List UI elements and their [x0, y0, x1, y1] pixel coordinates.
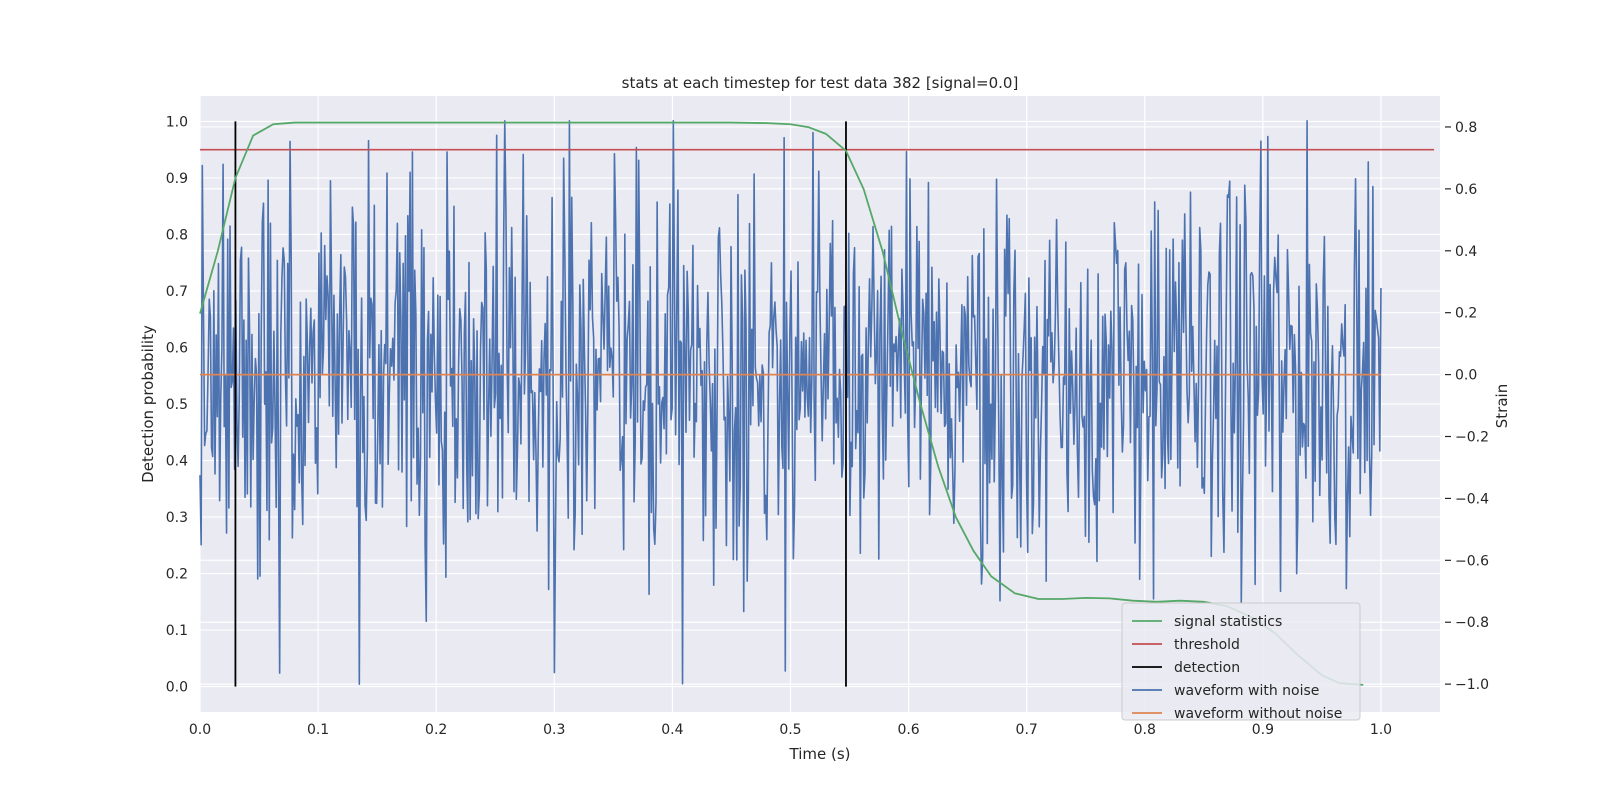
x-tick-label: 1.0	[1370, 722, 1392, 738]
legend-box	[1121, 602, 1361, 721]
y-left-tick-label: 0.3	[166, 510, 188, 526]
y-right-tick-label: 0.2	[1455, 306, 1477, 322]
x-tick-label: 0.7	[1016, 722, 1038, 738]
y-left-tick-label: 1.0	[166, 114, 188, 130]
y-right-tick-label: 0.4	[1455, 244, 1477, 260]
y-axis-left-label: Detection probability	[139, 325, 157, 483]
legend-label: waveform without noise	[1174, 706, 1342, 722]
x-tick-label: 0.6	[897, 722, 919, 738]
x-tick-label: 0.9	[1252, 722, 1274, 738]
legend-label: threshold	[1174, 637, 1240, 653]
y-left-tick-label: 0.8	[166, 227, 188, 243]
y-left-tick-label: 0.0	[166, 680, 188, 696]
x-tick-label: 0.1	[307, 722, 329, 738]
y-right-tick-label: 0.6	[1455, 182, 1477, 198]
x-axis-label: Time (s)	[789, 745, 851, 763]
y-right-tick-label: 0.8	[1455, 120, 1477, 136]
x-tick-label: 0.0	[189, 722, 211, 738]
y-left-tick-label: 0.6	[166, 340, 188, 356]
y-right-tick-label: 0.0	[1455, 368, 1477, 384]
x-tick-label: 0.2	[425, 722, 447, 738]
legend-label: signal statistics	[1174, 614, 1282, 630]
series-line-waveform-with-noise	[199, 119, 1382, 685]
y-left-tick-label: 0.2	[166, 567, 188, 583]
y-right-tick-label: −0.4	[1455, 491, 1489, 507]
x-tick-label: 0.3	[543, 722, 565, 738]
legend-label: detection	[1174, 660, 1240, 676]
y-right-tick-label: −0.8	[1455, 615, 1489, 631]
chart-title: stats at each timestep for test data 382…	[622, 74, 1019, 92]
x-tick-label: 0.4	[661, 722, 683, 738]
y-axis-right-label: Strain	[1493, 384, 1511, 428]
legend: signal statistics threshold detection wavef…	[1121, 602, 1361, 722]
x-tick-label: 0.8	[1134, 722, 1156, 738]
y-left-tick-label: 0.9	[166, 171, 188, 187]
axis-ticks: 0.0 0.1 0.2 0.3 0.4 0.5 0.6 0.7 0.8 0.9 1.0 0.0 0.1 0…	[166, 114, 1489, 738]
y-right-tick-label: −0.6	[1455, 553, 1489, 569]
y-left-tick-label: 0.5	[166, 397, 188, 413]
legend-label: waveform with noise	[1174, 683, 1319, 699]
y-right-tick-label: −1.0	[1455, 677, 1489, 693]
y-right-tick-label: −0.2	[1455, 430, 1489, 446]
y-left-tick-label: 0.1	[166, 623, 188, 639]
y-left-tick-label: 0.4	[166, 454, 188, 470]
y-left-tick-label: 0.7	[166, 284, 188, 300]
x-tick-label: 0.5	[779, 722, 801, 738]
